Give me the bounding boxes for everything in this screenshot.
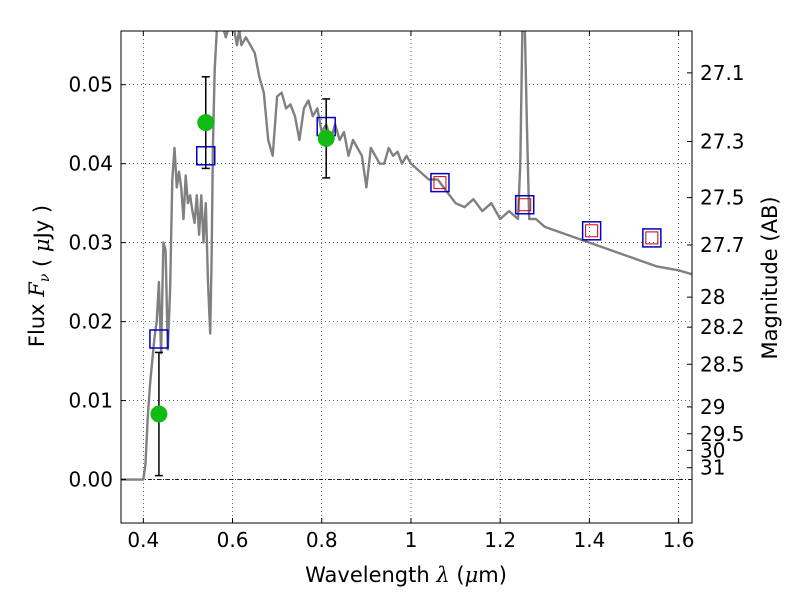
y-axis-title: Flux Fν ( μJy ) — [25, 205, 54, 347]
y-tick-label: 0.05 — [68, 73, 113, 97]
model-point — [642, 228, 662, 248]
x-tick-label: 1.6 — [663, 528, 695, 552]
x-axis-title: Wavelength λ (μm) — [305, 563, 507, 587]
y-tick-label: 0.02 — [68, 310, 113, 334]
y-tick-label: 0.04 — [68, 152, 113, 176]
x-tick-label: 0.4 — [127, 528, 159, 552]
x-tick-label: 0.6 — [217, 528, 249, 552]
y-tick-label: 0.03 — [68, 231, 113, 255]
model-point — [514, 194, 535, 215]
y2-tick-label: 31 — [700, 456, 725, 480]
grid-layer — [121, 31, 692, 523]
y2-tick-label: 28.5 — [700, 352, 745, 376]
y2-tick-label: 28.2 — [700, 315, 745, 339]
model-point-inner — [645, 231, 659, 245]
y2-tick-label: 27.7 — [700, 233, 745, 257]
y2-tick-label: 28 — [700, 285, 725, 309]
observed-point — [150, 405, 168, 423]
y2-tick-label: 30 — [700, 438, 725, 462]
model-point-inner — [433, 176, 447, 190]
y-tick-label: 0.01 — [68, 389, 113, 413]
y2-tick-label: 27.3 — [700, 130, 745, 154]
sed-spectrum-line — [121, 31, 692, 481]
model-point-inner — [518, 198, 532, 212]
plot-frame — [120, 30, 693, 524]
model-point — [581, 221, 602, 241]
model-point — [430, 172, 450, 193]
x-tick-label: 1 — [405, 528, 418, 552]
plot-layer — [121, 31, 692, 481]
y-tick-label: 0.00 — [68, 468, 113, 492]
observed-point — [317, 129, 335, 147]
x-tick-label: 0.8 — [306, 528, 338, 552]
axis-layer: 0.4 0.6 0.8 1 1.2 1.4 1.6 0.00 0.01 0.02 0.03 0.04 0… — [68, 31, 745, 552]
model-point — [149, 329, 169, 349]
y2-tick-label: 27.5 — [700, 186, 745, 210]
y2-axis-title: Magnitude (AB) — [758, 196, 782, 359]
y2-tick-label: 29.5 — [700, 422, 745, 446]
x-tick-label: 1.4 — [573, 528, 605, 552]
y2-tick-label: 29 — [700, 395, 725, 419]
y2-tick-label: 27.1 — [700, 61, 745, 85]
model-point-inner — [585, 224, 599, 238]
x-tick-label: 1.2 — [484, 528, 516, 552]
observed-point — [197, 114, 215, 132]
